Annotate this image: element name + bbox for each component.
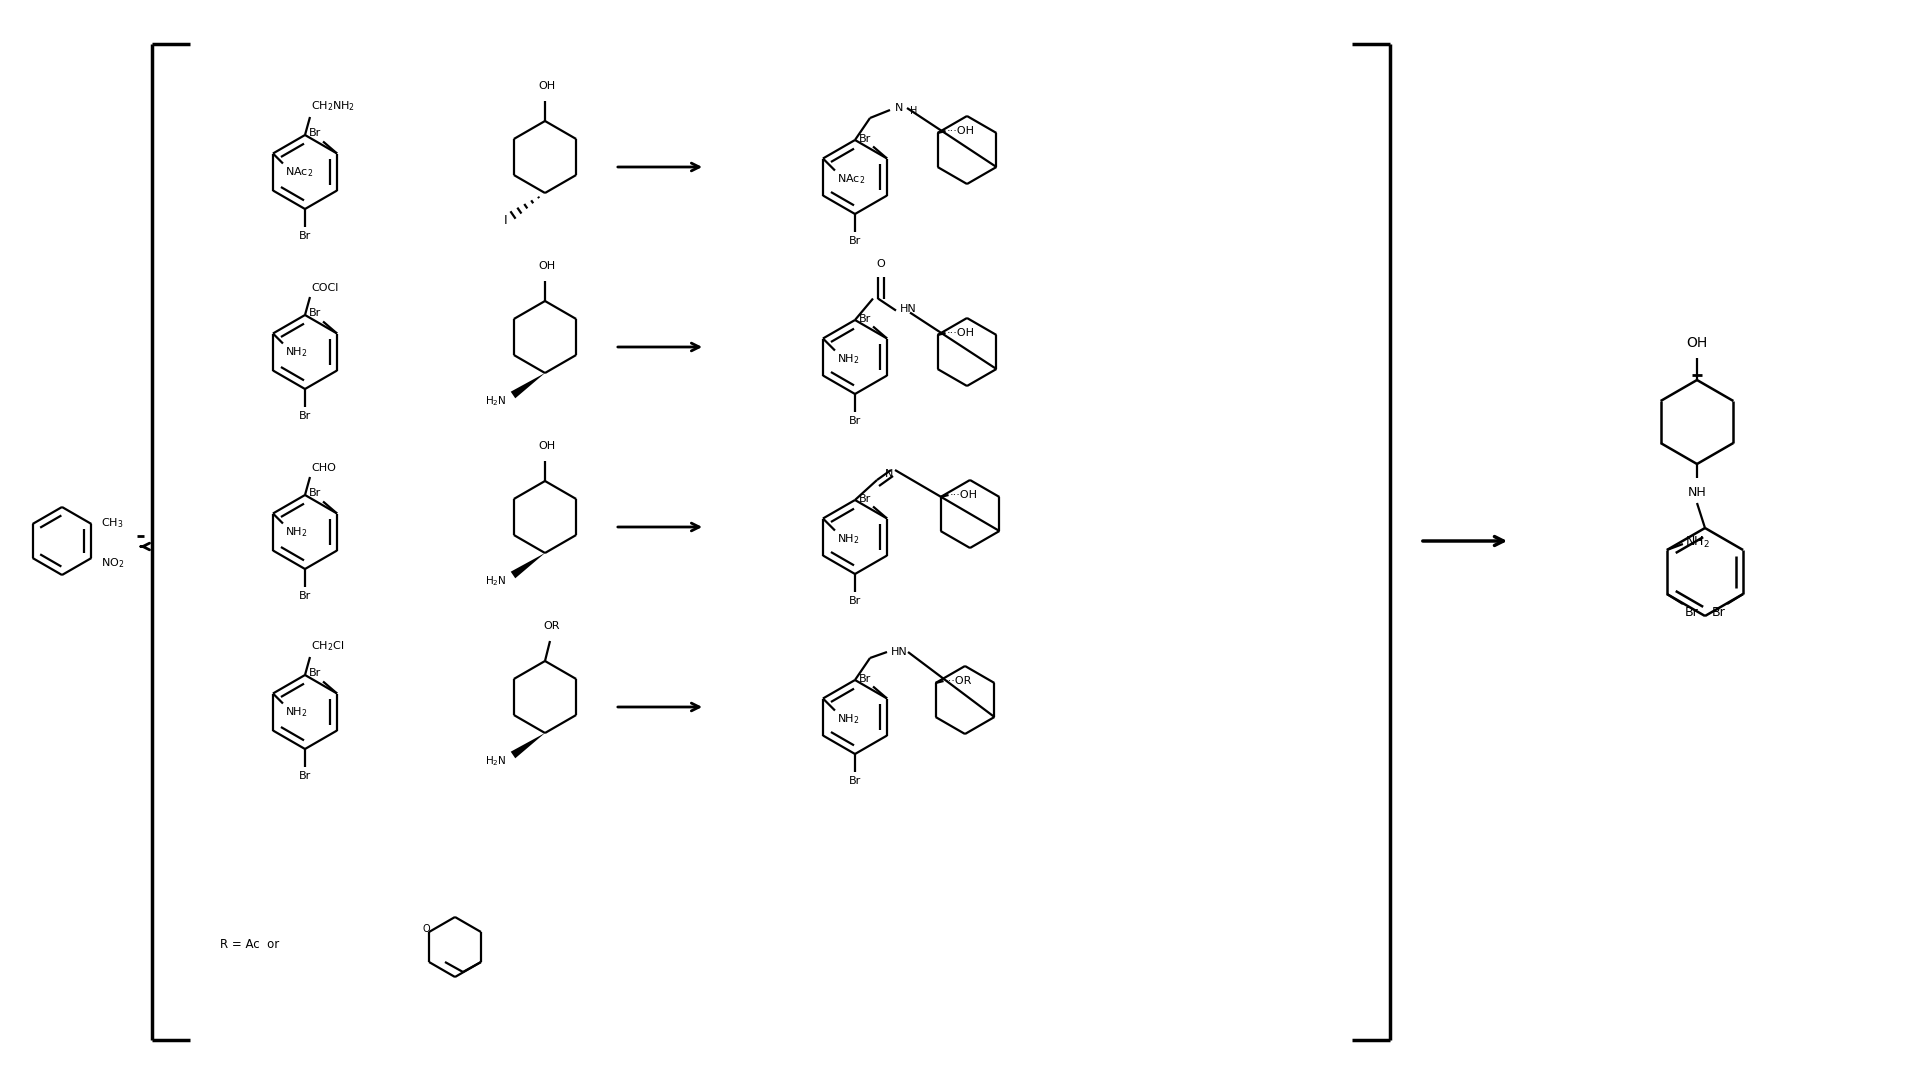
Text: Br: Br: [849, 596, 860, 606]
Text: ···OR: ···OR: [945, 676, 971, 686]
Text: Br: Br: [849, 776, 860, 786]
Text: NH$_2$: NH$_2$: [1684, 535, 1709, 550]
Text: N: N: [895, 103, 902, 113]
Text: Br: Br: [310, 669, 321, 678]
Text: H$_2$N: H$_2$N: [486, 394, 507, 408]
Text: Br: Br: [849, 236, 860, 246]
Text: N: N: [885, 469, 893, 479]
Text: Br: Br: [298, 591, 312, 601]
Text: Br: Br: [858, 314, 872, 324]
Text: ···OH: ···OH: [950, 490, 977, 500]
Text: Br: Br: [1711, 606, 1725, 619]
Text: OR: OR: [543, 621, 560, 631]
Text: HN: HN: [891, 647, 908, 657]
Text: Br: Br: [1684, 606, 1698, 619]
Text: OH: OH: [1686, 337, 1707, 349]
Text: Br: Br: [298, 230, 312, 241]
Text: H$_2$N: H$_2$N: [486, 575, 507, 588]
Text: NH: NH: [1688, 486, 1706, 499]
Text: NAc$_2$: NAc$_2$: [285, 166, 314, 180]
Text: I: I: [503, 214, 507, 227]
Text: NH$_2$: NH$_2$: [837, 713, 860, 726]
Text: COCl: COCl: [312, 283, 338, 293]
Text: CHO: CHO: [312, 463, 337, 473]
Text: Br: Br: [298, 411, 312, 421]
Text: NH$_2$: NH$_2$: [285, 345, 308, 359]
Text: NAc$_2$: NAc$_2$: [837, 172, 866, 186]
Polygon shape: [511, 733, 545, 758]
Text: ···OH: ···OH: [946, 328, 975, 338]
Text: Br: Br: [298, 771, 312, 781]
Text: OH: OH: [539, 441, 556, 451]
Text: H$_2$N: H$_2$N: [486, 754, 507, 768]
Text: NH$_2$: NH$_2$: [837, 532, 860, 546]
Text: Br: Br: [858, 673, 872, 684]
Text: NO$_2$: NO$_2$: [101, 556, 124, 570]
Text: Br: Br: [310, 308, 321, 318]
Polygon shape: [511, 553, 545, 578]
Text: Br: Br: [858, 133, 872, 144]
Text: H: H: [910, 106, 918, 116]
Text: CH$_2$Cl: CH$_2$Cl: [312, 639, 344, 654]
Text: R = Ac  or: R = Ac or: [220, 937, 279, 950]
Text: Br: Br: [310, 129, 321, 138]
Text: OH: OH: [539, 261, 556, 270]
Text: O: O: [876, 259, 885, 268]
Text: HN: HN: [901, 304, 916, 314]
Text: Br: Br: [858, 493, 872, 503]
Text: Br: Br: [849, 415, 860, 426]
Text: NH$_2$: NH$_2$: [837, 353, 860, 367]
Text: O: O: [423, 924, 430, 934]
Text: CH$_2$NH$_2$: CH$_2$NH$_2$: [312, 100, 356, 113]
Polygon shape: [511, 373, 545, 398]
Text: OH: OH: [539, 81, 556, 91]
Text: NH$_2$: NH$_2$: [285, 526, 308, 539]
Text: ···OH: ···OH: [946, 126, 975, 136]
Text: NH$_2$: NH$_2$: [285, 705, 308, 720]
Text: Br: Br: [310, 488, 321, 499]
Text: CH$_3$: CH$_3$: [101, 516, 124, 530]
